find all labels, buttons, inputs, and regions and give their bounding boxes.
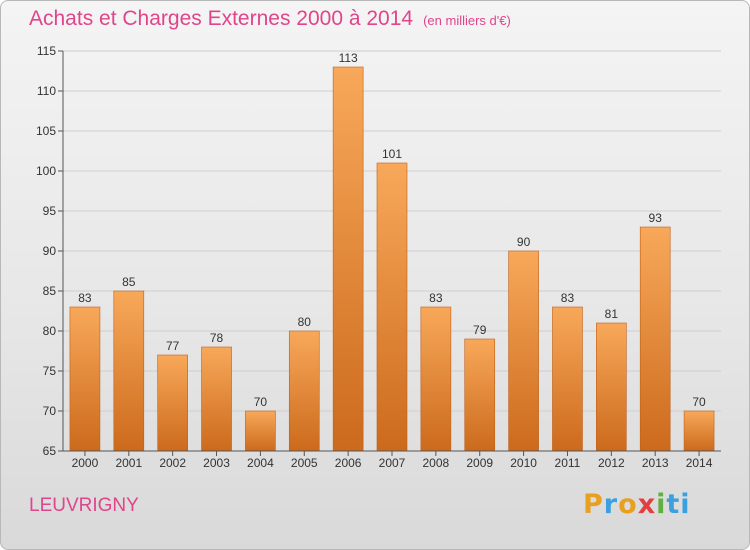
y-tick-label: 115 <box>37 44 56 58</box>
bar-2002 <box>157 354 188 452</box>
bar-2004 <box>245 410 276 452</box>
y-tick-label: 65 <box>43 444 57 458</box>
bar-2008 <box>420 306 452 452</box>
y-tick-label: 100 <box>36 164 56 178</box>
x-tick-label-2011: 2011 <box>555 456 581 470</box>
bar-2011 <box>552 306 583 452</box>
y-tick-label: 90 <box>43 244 57 258</box>
bar-2001 <box>113 290 145 452</box>
bar-2010 <box>508 250 539 452</box>
y-tick-label: 85 <box>43 284 57 298</box>
bar-2013 <box>639 226 671 452</box>
data-label-2003: 78 <box>210 331 224 345</box>
data-label-2002: 77 <box>166 339 180 353</box>
x-tick-label-2007: 2007 <box>379 456 406 470</box>
y-tick-label: 105 <box>36 124 56 138</box>
y-tick-label: 110 <box>37 84 56 98</box>
x-tick-label-2001: 2001 <box>115 456 142 470</box>
x-tick-label-2010: 2010 <box>510 456 537 470</box>
x-tick-label-2006: 2006 <box>335 456 362 470</box>
x-tick-label-2013: 2013 <box>642 456 669 470</box>
bar-2007 <box>376 162 408 452</box>
bar-2012 <box>596 322 627 452</box>
y-tick-label: 80 <box>43 324 57 338</box>
x-tick-label-2000: 2000 <box>72 456 99 470</box>
bar-2009 <box>464 338 496 452</box>
bar-2005 <box>288 330 320 452</box>
data-label-2008: 83 <box>429 291 443 305</box>
city-name: LEUVRIGNY <box>29 495 139 516</box>
x-tick-label-2014: 2014 <box>686 456 713 470</box>
x-tick-label-2003: 2003 <box>203 456 230 470</box>
y-tick-label: 95 <box>43 204 57 218</box>
title-unit: (en milliers d'€) <box>423 13 511 28</box>
y-tick-label: 70 <box>43 404 57 418</box>
x-tick-label-2004: 2004 <box>247 456 274 470</box>
data-label-2011: 83 <box>561 291 575 305</box>
data-label-2010: 90 <box>517 235 531 249</box>
title-text: Achats et Charges Externes 2000 à 2014 <box>29 7 414 30</box>
data-label-2006: 113 <box>339 51 358 65</box>
data-label-2013: 93 <box>649 211 663 225</box>
data-label-2009: 79 <box>473 323 487 337</box>
bar-2006 <box>332 66 364 452</box>
x-tick-label-2012: 2012 <box>598 456 625 470</box>
chart-title: Achats et Charges Externes 2000 à 2014 (e… <box>29 7 511 31</box>
data-label-2007: 101 <box>382 147 402 161</box>
data-label-2000: 83 <box>78 291 92 305</box>
data-label-2005: 80 <box>298 315 312 329</box>
bar-2014 <box>683 410 715 452</box>
y-tick-label: 75 <box>43 364 57 378</box>
bar-2003 <box>201 346 232 452</box>
data-label-2014: 70 <box>692 395 706 409</box>
x-tick-label-2009: 2009 <box>466 456 493 470</box>
x-tick-label-2005: 2005 <box>291 456 318 470</box>
data-label-2012: 81 <box>605 307 619 321</box>
data-label-2004: 70 <box>254 395 268 409</box>
x-tick-label-2008: 2008 <box>423 456 450 470</box>
data-label-2001: 85 <box>122 275 136 289</box>
proxiti-logo: Proxiti <box>583 489 691 520</box>
x-tick-label-2002: 2002 <box>159 456 186 470</box>
bar-2000 <box>69 306 101 452</box>
